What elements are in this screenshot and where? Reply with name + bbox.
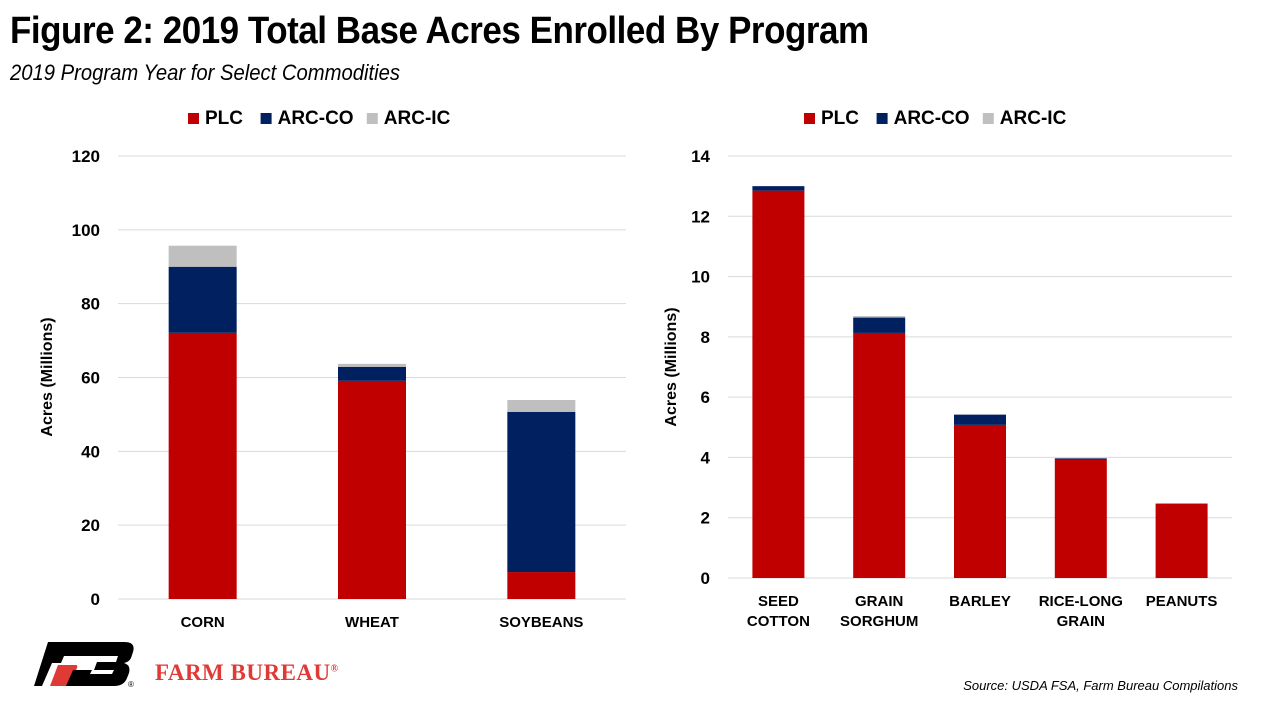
category-label: SEED bbox=[758, 593, 799, 610]
legend-label-plc: PLC bbox=[205, 108, 243, 129]
legend-swatch-plc bbox=[804, 113, 815, 124]
bar-plc bbox=[338, 380, 406, 599]
bar-arc-ic bbox=[168, 245, 237, 267]
y-axis-label: Acres (Millions) bbox=[39, 317, 56, 436]
y-tick-label: 4 bbox=[701, 448, 711, 467]
bar-plc bbox=[1155, 503, 1208, 578]
legend-label-arc-ic: ARC-IC bbox=[1000, 108, 1067, 129]
category-label: GRAIN bbox=[855, 593, 903, 610]
y-tick-label: 2 bbox=[701, 509, 710, 528]
figure-title: Figure 2: 2019 Total Base Acres Enrolled… bbox=[10, 10, 869, 52]
category-label: CORN bbox=[181, 614, 225, 631]
y-tick-label: 0 bbox=[701, 569, 710, 588]
category-label: SOYBEANS bbox=[499, 614, 583, 631]
legend-label-arc-ic: ARC-IC bbox=[384, 108, 451, 129]
bar-arc-co bbox=[1054, 458, 1107, 460]
legend-swatch-arc-co bbox=[260, 113, 272, 124]
legend-swatch-arc-co bbox=[876, 113, 888, 124]
bar-plc bbox=[168, 332, 237, 599]
brand-registered-mark: ® bbox=[330, 663, 339, 675]
svg-text:®: ® bbox=[128, 680, 134, 688]
bar-arc-ic bbox=[507, 400, 576, 412]
figure-subtitle: 2019 Program Year for Select Commodities bbox=[10, 60, 401, 85]
category-label: GRAIN bbox=[1057, 613, 1105, 630]
legend-label-plc: PLC bbox=[821, 108, 859, 129]
y-tick-label: 8 bbox=[701, 328, 710, 347]
bar-plc bbox=[1054, 459, 1107, 578]
bar-arc-ic bbox=[338, 363, 406, 367]
brand-name: FARM BUREAU bbox=[155, 660, 331, 685]
y-tick-label: 10 bbox=[691, 268, 710, 287]
bar-plc bbox=[752, 190, 805, 578]
y-tick-label: 14 bbox=[691, 147, 710, 166]
bar-plc bbox=[507, 572, 576, 599]
bar-arc-co bbox=[338, 366, 406, 381]
legend-label-arc-co: ARC-CO bbox=[894, 108, 970, 129]
y-tick-label: 100 bbox=[72, 221, 100, 240]
y-axis-label: Acres (Millions) bbox=[663, 307, 680, 426]
bar-plc bbox=[954, 424, 1006, 578]
bar-arc-co bbox=[853, 317, 906, 333]
y-tick-label: 6 bbox=[701, 388, 710, 407]
legend-swatch-arc-ic bbox=[366, 113, 378, 124]
bar-arc-co bbox=[752, 186, 805, 191]
y-tick-label: 0 bbox=[91, 590, 100, 609]
farm-bureau-logo-icon: ® bbox=[34, 642, 134, 688]
bar-plc bbox=[853, 332, 906, 578]
y-tick-label: 20 bbox=[81, 516, 100, 535]
y-tick-label: 40 bbox=[81, 442, 100, 461]
category-label: SORGHUM bbox=[840, 613, 918, 630]
bar-arc-co bbox=[168, 266, 237, 333]
bar-arc-co bbox=[954, 414, 1006, 425]
bar-arc-co bbox=[507, 411, 576, 573]
category-label: COTTON bbox=[747, 613, 810, 630]
legend-swatch-plc bbox=[188, 113, 199, 124]
legend-label-arc-co: ARC-CO bbox=[278, 108, 354, 129]
category-label: RICE-LONG bbox=[1039, 593, 1123, 610]
y-tick-label: 60 bbox=[81, 369, 100, 388]
category-label: PEANUTS bbox=[1146, 593, 1218, 610]
source-note: Source: USDA FSA, Farm Bureau Compilatio… bbox=[963, 678, 1238, 693]
bar-arc-ic bbox=[853, 316, 906, 318]
farm-bureau-wordmark: FARM BUREAU® bbox=[155, 660, 339, 686]
y-tick-label: 120 bbox=[72, 147, 100, 166]
legend-swatch-arc-ic bbox=[982, 113, 994, 124]
y-tick-label: 12 bbox=[691, 207, 710, 226]
category-label: WHEAT bbox=[345, 614, 399, 631]
y-tick-label: 80 bbox=[81, 295, 100, 314]
category-label: BARLEY bbox=[949, 593, 1011, 610]
